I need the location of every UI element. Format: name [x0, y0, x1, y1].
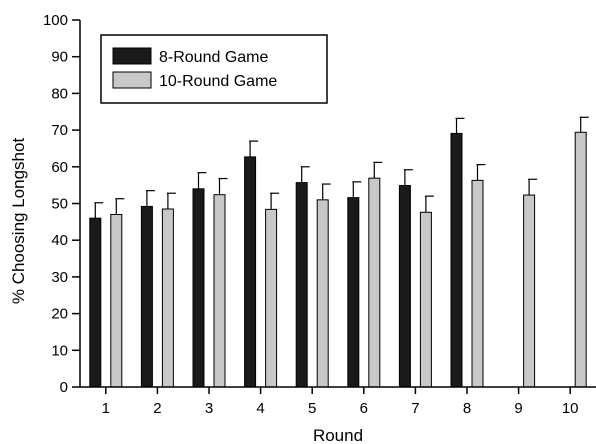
- legend: 8-Round Game 10-Round Game: [100, 34, 328, 104]
- bars-group: [89, 131, 587, 388]
- y-tick-label: 20: [51, 306, 68, 323]
- legend-label: 8-Round Game: [159, 49, 268, 66]
- bar-8-round: [244, 156, 257, 388]
- y-tick-label: 30: [51, 269, 68, 286]
- axes-group: 0 10 20 30 40 50 60 70 80 90 100 1 2 3 4 5 6 7 8 9 10: [43, 12, 596, 417]
- x-tick-label: 4: [256, 400, 264, 417]
- y-tick-label: 10: [51, 342, 68, 359]
- bar-10-round: [110, 214, 123, 388]
- x-tick-label: 1: [102, 400, 110, 417]
- x-tick-label: 9: [514, 400, 522, 417]
- y-axis-label: % Choosing Longshot: [9, 138, 28, 305]
- legend-swatch: [112, 71, 152, 89]
- bar-10-round: [523, 194, 536, 388]
- bar-8-round: [192, 188, 205, 388]
- bar-10-round: [213, 194, 226, 388]
- x-tick-label: 6: [360, 400, 368, 417]
- bar-8-round: [398, 185, 411, 388]
- x-tick-label: 7: [411, 400, 419, 417]
- bar-10-round: [471, 179, 484, 388]
- bar-8-round: [450, 132, 463, 388]
- y-tick-label: 70: [51, 122, 68, 139]
- error-bars-group: [94, 116, 589, 219]
- y-tick-label: 100: [43, 12, 68, 29]
- bar-10-round: [419, 211, 432, 388]
- y-tick-label: 50: [51, 196, 68, 213]
- legend-box: [100, 34, 328, 104]
- y-tick-label: 60: [51, 159, 68, 176]
- x-tick-label: 3: [205, 400, 213, 417]
- legend-swatch: [112, 47, 152, 65]
- x-axis-label: Round: [313, 426, 363, 444]
- y-tick-label: 0: [60, 379, 68, 396]
- bar-10-round: [265, 208, 278, 388]
- y-tick-label: 40: [51, 232, 68, 249]
- x-tick-label: 5: [308, 400, 316, 417]
- x-tick-label: 10: [562, 400, 579, 417]
- bar-10-round: [368, 177, 381, 388]
- bar-8-round: [295, 182, 308, 388]
- x-tick-label: 2: [153, 400, 161, 417]
- x-tick-label: 8: [463, 400, 471, 417]
- bar-10-round: [161, 208, 174, 388]
- bar-8-round: [347, 197, 360, 388]
- bar-8-round: [89, 217, 102, 388]
- legend-label: 10-Round Game: [159, 73, 277, 90]
- bar-8-round: [140, 205, 153, 388]
- bar-10-round: [574, 131, 587, 388]
- y-tick-label: 90: [51, 49, 68, 66]
- y-tick-label: 80: [51, 85, 68, 102]
- bar-10-round: [316, 199, 329, 388]
